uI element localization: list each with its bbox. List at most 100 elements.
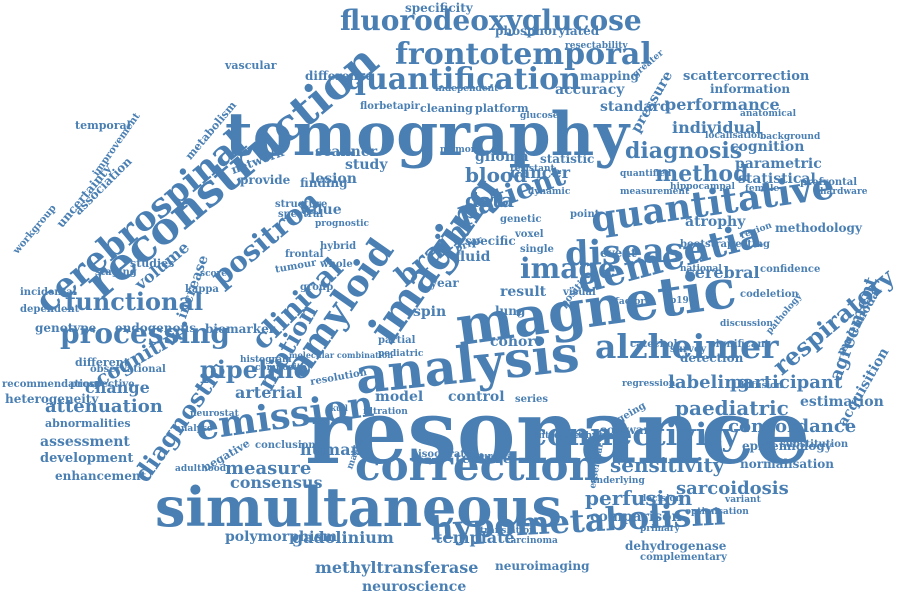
cloud-word: cohort: [490, 334, 542, 350]
cloud-word: observational: [90, 364, 166, 375]
cloud-word: decision: [640, 494, 682, 504]
cloud-word: conclusion: [255, 440, 316, 451]
cloud-word: underlying: [590, 476, 645, 486]
cloud-word: neuroimaging: [495, 559, 590, 573]
cloud-word: mapping: [580, 69, 639, 83]
cloud-word: tomography: [225, 100, 630, 170]
cloud-word: kappa: [185, 284, 219, 295]
cloud-word: phosphorylated: [495, 24, 600, 38]
cloud-word: survey: [670, 344, 707, 355]
cloud-word: perfusion: [585, 486, 693, 510]
cloud-word: measurement: [620, 187, 690, 197]
cloud-word: series: [515, 394, 549, 405]
cloud-word: parametric: [735, 156, 822, 172]
cloud-word: studies: [130, 257, 175, 270]
cloud-word: development: [40, 451, 134, 466]
cloud-word: change: [85, 378, 150, 397]
cloud-word: blood: [465, 163, 528, 187]
cloud-word: pediatric: [378, 349, 424, 359]
cloud-word: attenuation: [45, 396, 163, 417]
cloud-word: connectivity: [528, 417, 740, 453]
cloud-word: concordance: [728, 416, 857, 437]
cloud-word: incidental: [20, 287, 77, 298]
cloud-word: information: [710, 82, 791, 96]
cloud-word: female: [745, 184, 780, 194]
cloud-word: template: [435, 528, 515, 547]
cloud-word: labeling: [668, 372, 750, 393]
cloud-word: sensitivity: [610, 453, 725, 477]
cloud-word: prospective: [70, 379, 135, 390]
cloud-word: localisation: [705, 131, 764, 141]
cloud-word: frontal: [285, 249, 324, 260]
cloud-word: codeletion: [740, 289, 799, 300]
cloud-word: control: [448, 389, 505, 405]
cloud-word: abnormalities: [45, 417, 131, 430]
cloud-word: finding: [300, 176, 348, 190]
cloud-word: catechol: [630, 339, 678, 350]
cloud-word: fluorodeoxyglucose: [340, 4, 642, 37]
cloud-word: primary: [640, 524, 680, 534]
cloud-word: diffusion: [738, 381, 783, 391]
cloud-word: study: [345, 157, 388, 173]
cloud-word: florbetapir: [360, 101, 420, 112]
cloud-word: vascular: [225, 59, 277, 72]
cloud-word: hippocampal: [670, 182, 735, 192]
cloud-word: confidence: [760, 264, 821, 275]
cloud-word: temporal: [75, 119, 131, 132]
cloud-word: glucose: [520, 111, 559, 121]
cloud-word: carcinoma: [505, 536, 558, 546]
cloud-word: cleaning: [420, 102, 473, 115]
cloud-word: lung: [495, 304, 526, 318]
cloud-word: cognition: [730, 139, 805, 155]
cloud-word: quantified: [620, 169, 672, 179]
cloud-word: uncertainty: [53, 161, 115, 231]
cloud-word: memory: [440, 145, 481, 155]
cloud-word: anatomical: [740, 109, 797, 119]
cloud-word: pipeline: [200, 355, 309, 384]
cloud-word: bootstrap: [680, 239, 734, 250]
cloud-word: individual: [672, 118, 762, 137]
cloud-word: event: [600, 246, 637, 260]
cloud-word: comparison: [590, 509, 682, 525]
cloud-word: arterial: [235, 383, 303, 402]
cloud-word: workgroup: [11, 202, 59, 257]
cloud-word: data: [465, 188, 515, 212]
cloud-word: epidemiology: [742, 439, 832, 453]
cloud-word: gadolinium: [292, 528, 394, 547]
cloud-word: paediatric: [675, 396, 789, 420]
cloud-word: atrophy: [685, 214, 746, 230]
cloud-word: genetic: [500, 214, 542, 225]
cloud-word: method: [655, 161, 749, 187]
cloud-word: frontotemporal: [395, 37, 652, 72]
cloud-word: scanner: [315, 144, 378, 160]
cloud-word: technical: [570, 431, 617, 441]
cloud-word: value: [300, 202, 342, 218]
cloud-word: provide: [240, 173, 291, 187]
cloud-word: resectability: [565, 41, 628, 51]
cloud-word: analyse: [175, 424, 213, 434]
cloud-word: translation: [480, 526, 536, 536]
cloud-word: dependent: [20, 304, 80, 315]
cloud-word: biomarker: [205, 322, 276, 336]
cloud-word: quantification: [345, 62, 581, 97]
cloud-word: independent: [435, 84, 499, 94]
cloud-word: statistical: [738, 171, 816, 187]
cloud-word: visual: [563, 287, 596, 298]
cloud-word: enhancement: [55, 469, 147, 483]
cloud-word: histogram: [240, 355, 292, 365]
cloud-word: year: [430, 276, 459, 290]
cloud-word: glioma: [475, 149, 529, 165]
cloud-word: factor: [615, 297, 646, 307]
cloud-word: dynamic: [528, 187, 571, 197]
cloud-word: scattercorrection: [683, 69, 810, 84]
cloud-word: simultaneous: [155, 475, 563, 539]
cloud-word: dehydrogenase: [625, 539, 727, 553]
cloud-word: discussion: [720, 319, 773, 329]
cloud-word: cerebral: [685, 263, 760, 282]
cloud-word: regression: [622, 379, 676, 389]
cloud-word: whole: [320, 259, 353, 270]
cloud-word: genotype: [35, 321, 97, 335]
cloud-word: alzheimer: [595, 327, 779, 366]
cloud-word: detection: [680, 351, 744, 365]
